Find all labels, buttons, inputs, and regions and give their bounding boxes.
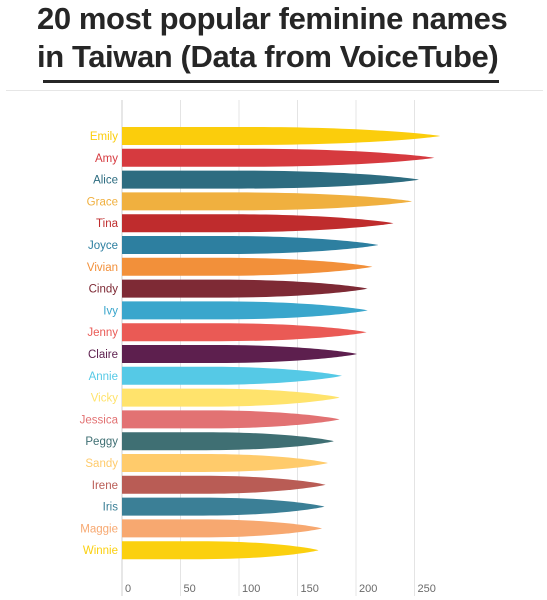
x-tick-label: 250 [418,583,436,595]
bars-layer [122,127,441,560]
bar-peggy [122,432,334,451]
category-label-emily: Emily [90,131,118,143]
category-label-ivy: Ivy [103,305,118,317]
bar-ivy [122,301,368,320]
category-label-iris: Iris [103,502,119,514]
bar-grace [122,192,413,211]
bar-winnie [122,541,319,560]
category-label-vicky: Vicky [91,393,119,405]
bar-tina [122,214,394,233]
category-label-alice: Alice [93,175,118,187]
bar-sandy [122,454,328,472]
category-label-winnie: Winnie [83,545,118,557]
chart-title: 20 most popular feminine names in Taiwan… [37,0,527,76]
category-label-vivian: Vivian [87,262,118,274]
bar-jessica [122,410,340,429]
category-label-jenny: Jenny [87,327,118,339]
bar-iris [122,497,325,516]
bar-irene [122,475,326,494]
category-label-joyce: Joyce [88,240,118,252]
x-tick-label: 100 [242,583,260,595]
category-label-peggy: Peggy [85,436,118,448]
x-tick-labels-layer: 0 50 100 150 200 250 [125,583,436,595]
bar-amy [122,148,435,167]
title-line-2: in Taiwan (Data from VoiceTube) [37,39,499,74]
bar-alice [122,170,420,189]
x-tick-label: 50 [184,583,196,595]
bar-vivian [122,257,373,276]
category-label-sandy: Sandy [85,458,118,470]
x-tick-label: 0 [125,583,131,595]
category-label-grace: Grace [87,196,118,208]
bar-emily [122,127,441,145]
category-label-annie: Annie [89,371,118,383]
bar-jenny [122,323,367,342]
bar-annie [122,366,342,385]
category-labels-layer: Emily Amy Alice Grace Tina Joyce Vivian Cindy Iv… [80,131,119,557]
title-underline [43,80,499,83]
bar-maggie [122,519,323,538]
category-label-claire: Claire [88,349,118,361]
category-label-amy: Amy [95,153,118,165]
category-label-irene: Irene [92,480,118,492]
category-label-jessica: Jessica [80,414,119,426]
bar-cindy [122,279,368,298]
x-tick-label: 200 [359,583,377,595]
category-label-maggie: Maggie [80,523,118,535]
title-line-1: 20 most popular feminine names [37,1,508,36]
bar-joyce [122,236,379,254]
bar-vicky [122,388,340,407]
bar-claire [122,345,358,363]
x-tick-label: 150 [301,583,319,595]
category-label-cindy: Cindy [89,284,119,296]
category-label-tina: Tina [96,218,119,230]
